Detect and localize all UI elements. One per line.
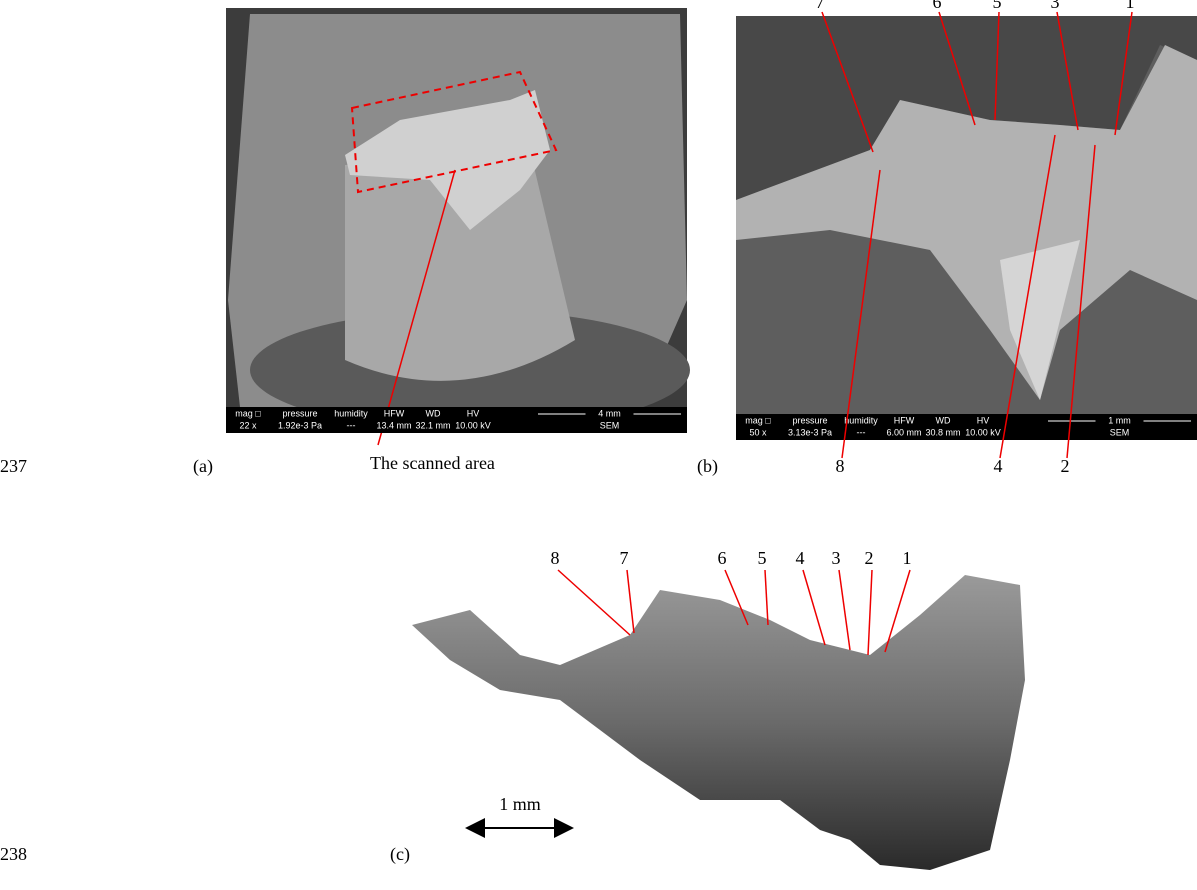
scale-label: 1 mm: [1108, 415, 1131, 425]
info-header: pressure: [282, 408, 317, 418]
line-number: 238: [0, 844, 27, 864]
figure: 237238(a)The scanned area(b)(c)mag □22 x…: [0, 0, 1197, 890]
marker-label: 3: [832, 548, 841, 568]
scale-label: 1 mm: [499, 794, 541, 814]
marker-label: 1: [1126, 0, 1135, 12]
sem-image-a: [226, 8, 690, 445]
marker-label: 6: [933, 0, 942, 12]
panel-label: (c): [390, 844, 410, 865]
marker-label: 2: [865, 548, 874, 568]
info-header: WD: [936, 415, 951, 425]
info-value: 30.8 mm: [925, 427, 960, 437]
scale-label: 4 mm: [598, 408, 621, 418]
panel-label: (b): [697, 456, 718, 477]
info-header: humidity: [334, 408, 368, 418]
info-value: ---: [347, 420, 356, 430]
marker-label: 2: [1061, 456, 1070, 476]
marker-label: 4: [796, 548, 805, 568]
leader-line: [839, 570, 850, 650]
detector: SEM: [1110, 427, 1130, 437]
info-header: HFW: [384, 408, 405, 418]
leader-line: [558, 570, 630, 635]
marker-label: 3: [1051, 0, 1060, 12]
marker-label: 7: [620, 548, 629, 568]
info-value: 13.4 mm: [376, 420, 411, 430]
info-value: 1.92e-3 Pa: [278, 420, 322, 430]
info-header: mag □: [745, 415, 771, 425]
marker-label: 7: [816, 0, 825, 12]
info-value: ---: [857, 427, 866, 437]
info-value: 50 x: [749, 427, 767, 437]
info-value: 32.1 mm: [415, 420, 450, 430]
info-header: mag □: [235, 408, 261, 418]
leader-line: [868, 570, 872, 655]
marker-label: 1: [903, 548, 912, 568]
info-header: HV: [467, 408, 480, 418]
leader-line: [765, 570, 768, 625]
marker-label: 5: [993, 0, 1002, 12]
marker-label: 8: [551, 548, 560, 568]
info-value: 6.00 mm: [886, 427, 921, 437]
marker-label: 6: [718, 548, 727, 568]
line-number: 237: [0, 456, 27, 476]
info-header: humidity: [844, 415, 878, 425]
info-header: pressure: [792, 415, 827, 425]
panel-label: (a): [193, 456, 213, 477]
info-value: 22 x: [239, 420, 257, 430]
info-header: WD: [426, 408, 441, 418]
info-value: 10.00 kV: [455, 420, 491, 430]
leader-line: [627, 570, 634, 633]
detector: SEM: [600, 420, 620, 430]
info-header: HV: [977, 415, 990, 425]
marker-label: 5: [758, 548, 767, 568]
3d-scan-image: [412, 575, 1025, 870]
info-value: 10.00 kV: [965, 427, 1001, 437]
annotation: The scanned area: [370, 453, 495, 473]
info-header: HFW: [894, 415, 915, 425]
sem-image-b: [736, 16, 1197, 440]
marker-label: 4: [994, 456, 1003, 476]
marker-label: 8: [836, 456, 845, 476]
leader-line: [803, 570, 825, 645]
info-value: 3.13e-3 Pa: [788, 427, 832, 437]
